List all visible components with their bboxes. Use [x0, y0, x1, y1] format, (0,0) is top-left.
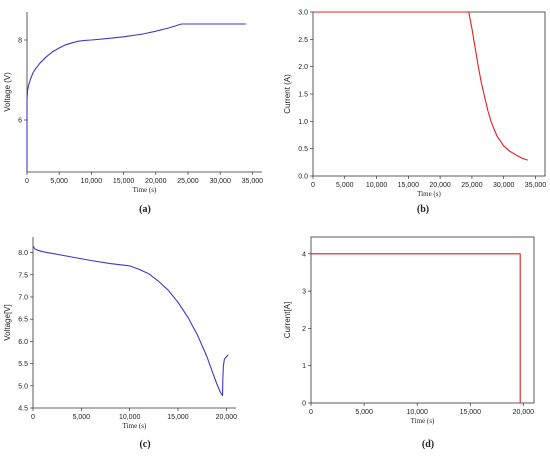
panel-caption: (d)	[422, 439, 434, 450]
x-tick-label: 20,000	[216, 414, 238, 421]
x-tick-label: 5,000	[50, 178, 68, 185]
x-tick-label: 5,000	[73, 414, 91, 421]
x-tick-label: 25,000	[461, 182, 483, 189]
y-tick-label: 2.0	[298, 64, 308, 71]
chart-panel-2: 0 5,000 10,000 15,000 20,000 25,000 30,000 35,0…	[283, 10, 546, 216]
x-tick-label: 0	[31, 414, 35, 421]
y-tick-label: 2	[302, 326, 306, 333]
y-tick-label: 1	[302, 363, 306, 370]
panel-caption: (a)	[139, 204, 151, 215]
y-tick-label: 0.5	[298, 146, 308, 153]
x-tick-label: 25,000	[177, 178, 199, 185]
y-tick-label: 1.0	[298, 119, 308, 126]
chart-panel-3: 0 5,000 10,000 15,000 20,000 4.5 5.0 5.5 6.0 6.5 7…	[3, 237, 237, 450]
y-tick-label: 3	[302, 289, 306, 296]
plot-frame	[310, 236, 535, 404]
x-tick-label: 0	[25, 178, 29, 185]
y-tick-label: 5.5	[18, 361, 28, 368]
y-tick-label: 3.0	[298, 10, 308, 17]
x-tick-label: 35,000	[525, 182, 547, 189]
y-tick-label: 7.0	[18, 294, 28, 301]
series-line-1	[313, 11, 528, 161]
y-axis-label: Current (A)	[283, 74, 292, 114]
x-tick-label: 10,000	[119, 414, 141, 421]
y-tick-label: 6.5	[18, 317, 28, 324]
y-tick-label: 1.5	[298, 92, 308, 99]
y-tick-label: 2.5	[298, 37, 308, 44]
x-axis-label: Time (s)	[133, 186, 157, 194]
x-tick-label: 10,000	[81, 178, 103, 185]
x-tick-label: 10,000	[366, 182, 388, 189]
y-tick-label: 0.0	[298, 174, 308, 181]
x-tick-label: 35,000	[242, 178, 264, 185]
x-tick-label: 30,000	[209, 178, 231, 185]
y-axis-label: Current[A]	[283, 302, 292, 338]
chart-panel-1: 0 5,000 10,000 15,000 20,000 25,000 30,000 35,0…	[3, 12, 263, 215]
y-tick-label: 4.5	[18, 406, 28, 413]
y-tick-label: 0	[302, 401, 306, 408]
x-tick-label: 30,000	[493, 182, 515, 189]
y-tick-label: 8.0	[18, 250, 28, 257]
y-tick-label: 6	[18, 118, 22, 125]
panel-caption: (c)	[139, 439, 150, 450]
y-axis-label: Voltage[V]	[3, 304, 12, 340]
y-tick-label: 4	[302, 251, 306, 258]
chart-panel-4: 0 5,000 10,000 15,000 20,000 0 1 2 3 4 Time (s) Cur…	[283, 236, 535, 450]
series-line-1	[311, 253, 521, 403]
x-tick-label: 0	[309, 409, 313, 416]
x-tick-label: 15,000	[113, 178, 135, 185]
series-line-1	[32, 245, 229, 397]
y-axis-label: Voltage (V)	[3, 72, 12, 112]
x-tick-label: 20,000	[513, 409, 535, 416]
x-tick-label: 15,000	[167, 414, 189, 421]
x-tick-label: 15,000	[398, 182, 420, 189]
x-axis-label: Time (s)	[417, 190, 441, 198]
y-tick-label: 8	[18, 38, 22, 45]
x-tick-label: 5,000	[355, 409, 373, 416]
x-axis-label: Time (s)	[123, 422, 147, 430]
panel-caption: (b)	[417, 204, 429, 215]
x-tick-label: 10,000	[406, 409, 428, 416]
y-tick-label: 6.0	[18, 339, 28, 346]
y-tick-label: 5.0	[18, 383, 28, 390]
x-tick-label: 15,000	[460, 409, 482, 416]
x-tick-label: 5,000	[336, 182, 354, 189]
series-line-1	[26, 23, 246, 172]
x-tick-label: 20,000	[145, 178, 167, 185]
x-axis-label: Time (s)	[411, 417, 435, 425]
y-tick-label: 7.5	[18, 272, 28, 279]
x-tick-label: 20,000	[429, 182, 451, 189]
x-tick-label: 0	[311, 182, 315, 189]
